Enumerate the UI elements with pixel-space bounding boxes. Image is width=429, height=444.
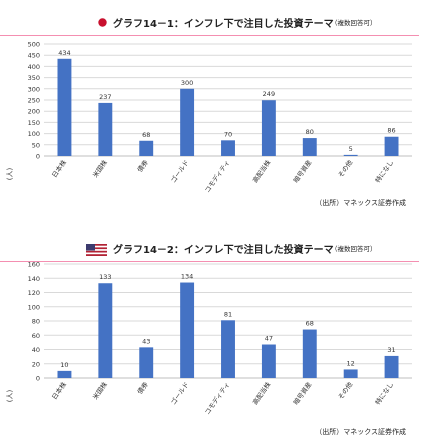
y-tick-label: 20 xyxy=(32,360,40,368)
x-tick-label: 高配当株 xyxy=(250,380,273,407)
data-label: 12 xyxy=(347,359,355,367)
bar xyxy=(261,344,276,378)
x-tick-label: 特になし xyxy=(373,158,395,184)
y-unit-label: (人) xyxy=(6,168,14,181)
bar xyxy=(180,282,195,378)
data-label: 68 xyxy=(142,131,150,139)
x-tick-label: 特になし xyxy=(373,380,395,406)
x-tick-label: 債券 xyxy=(135,380,150,396)
y-tick-label: 40 xyxy=(32,346,40,354)
y-tick-label: 50 xyxy=(32,141,40,149)
bar xyxy=(180,88,195,156)
bar xyxy=(221,320,235,378)
chart-title: グラフ14－1：インフレ下で注目した投資テーマ xyxy=(113,19,334,30)
x-tick-label: 米国株 xyxy=(90,380,109,402)
chart-title: グラフ14－2：インフレ下で注目した投資テーマ xyxy=(113,245,334,256)
data-label: 5 xyxy=(349,145,353,153)
japan-flag-icon xyxy=(96,17,109,28)
y-tick-label: 400 xyxy=(28,63,40,71)
bar xyxy=(343,369,358,378)
data-label: 47 xyxy=(265,335,273,343)
y-tick-label: 300 xyxy=(28,85,40,93)
x-tick-label: その他 xyxy=(336,380,355,402)
data-label: 70 xyxy=(224,130,232,138)
bar xyxy=(221,140,235,156)
y-tick-label: 60 xyxy=(32,332,40,340)
bar-chart-2: 0 20 40 60 80 100 120 140 160 10 日本株 133 米国株 43 債券 134 ゴ… xyxy=(6,261,412,416)
y-tick-label: 0 xyxy=(36,153,40,161)
bar xyxy=(302,138,317,156)
bar xyxy=(261,100,276,156)
data-label: 68 xyxy=(306,320,314,328)
y-tick-label: 120 xyxy=(28,289,40,297)
chart-note: （複数回答可） xyxy=(331,245,377,253)
x-tick-label: ゴールド xyxy=(168,380,190,406)
x-tick-label: ゴールド xyxy=(168,158,190,184)
x-tick-label: 暗号資産 xyxy=(291,158,314,185)
y-tick-label: 350 xyxy=(28,74,40,82)
x-tick-label: 暗号資産 xyxy=(291,380,314,407)
data-label: 237 xyxy=(99,93,111,101)
x-tick-label: 高配当株 xyxy=(250,158,273,185)
chart-panel-2: グラフ14－2：インフレ下で注目した投資テーマ （複数回答可） 0 20 40 60 8… xyxy=(0,222,429,444)
bar xyxy=(57,370,72,378)
y-tick-label: 500 xyxy=(28,41,40,49)
bar xyxy=(98,283,113,378)
chart-title-row: グラフ14－2：インフレ下で注目した投資テーマ （複数回答可） xyxy=(0,240,429,262)
y-tick-label: 100 xyxy=(28,130,40,138)
bar xyxy=(302,329,317,378)
x-tick-label: コモディティ xyxy=(202,380,231,416)
bar xyxy=(139,347,154,378)
chart-note: （複数回答可） xyxy=(331,19,377,27)
x-tick-label: コモディティ xyxy=(202,158,231,194)
data-label: 80 xyxy=(306,128,314,136)
y-tick-label: 200 xyxy=(28,108,40,116)
data-label: 134 xyxy=(181,273,193,281)
data-label: 249 xyxy=(263,90,275,98)
bar xyxy=(384,136,399,156)
bar xyxy=(343,154,358,156)
bar xyxy=(98,102,113,156)
data-label: 31 xyxy=(387,346,395,354)
y-tick-label: 80 xyxy=(32,318,40,326)
source-note: （出所）マネックス証券作成 xyxy=(315,199,406,207)
bar xyxy=(57,58,72,157)
data-label: 81 xyxy=(224,310,232,318)
title-divider xyxy=(0,261,419,262)
bar-chart-1: 0 50 100 150 200 250 300 350 400 450 500 434 日本株 237 米… xyxy=(6,41,412,194)
y-unit-label: (人) xyxy=(6,390,14,403)
title-divider xyxy=(0,35,419,36)
y-tick-label: 100 xyxy=(28,303,40,311)
data-label: 86 xyxy=(387,127,395,135)
bar xyxy=(384,355,399,378)
x-tick-label: 米国株 xyxy=(90,158,109,180)
chart-panel-1: グラフ14－1：インフレ下で注目した投資テーマ （複数回答可） 0 50 100 15… xyxy=(0,14,429,207)
data-label: 300 xyxy=(181,79,193,87)
data-label: 434 xyxy=(58,49,70,57)
x-tick-label: その他 xyxy=(336,158,355,180)
y-tick-label: 250 xyxy=(28,97,40,105)
bar xyxy=(139,140,154,156)
y-tick-label: 150 xyxy=(28,119,40,127)
data-label: 10 xyxy=(60,361,68,369)
x-tick-label: 債券 xyxy=(135,158,150,174)
y-tick-label: 160 xyxy=(28,261,40,269)
x-tick-label: 日本株 xyxy=(50,158,69,180)
x-tick-label: 日本株 xyxy=(50,380,69,402)
chart-title-row: グラフ14－1：インフレ下で注目した投資テーマ （複数回答可） xyxy=(0,14,429,36)
data-label: 43 xyxy=(142,337,150,345)
source-note: （出所）マネックス証券作成 xyxy=(315,428,406,436)
y-tick-label: 0 xyxy=(36,375,40,383)
y-tick-label: 140 xyxy=(28,275,40,283)
y-tick-label: 450 xyxy=(28,52,40,60)
data-label: 133 xyxy=(99,273,111,281)
us-flag-icon xyxy=(86,244,107,256)
